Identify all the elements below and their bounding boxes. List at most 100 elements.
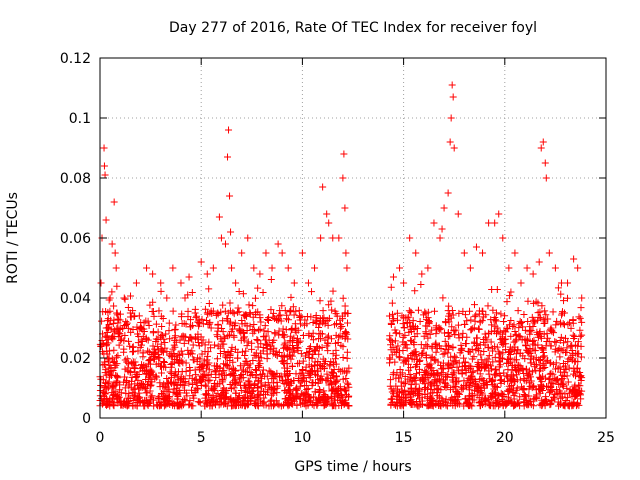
data-point bbox=[470, 396, 478, 404]
data-point bbox=[449, 93, 457, 101]
data-point bbox=[569, 316, 577, 324]
data-point bbox=[226, 320, 234, 328]
data-point bbox=[216, 364, 224, 372]
data-point bbox=[212, 366, 220, 374]
data-point bbox=[497, 339, 505, 347]
data-point bbox=[240, 328, 248, 336]
data-point bbox=[477, 351, 485, 359]
data-point bbox=[311, 388, 319, 396]
data-point bbox=[146, 356, 154, 364]
data-point bbox=[439, 359, 447, 367]
data-point bbox=[307, 313, 315, 321]
data-point bbox=[305, 361, 313, 369]
data-point bbox=[321, 357, 329, 365]
data-point bbox=[142, 334, 150, 342]
data-point bbox=[163, 375, 171, 383]
data-point bbox=[438, 225, 446, 233]
data-point bbox=[340, 150, 348, 158]
data-point bbox=[444, 316, 452, 324]
data-point bbox=[292, 393, 300, 401]
data-point bbox=[286, 351, 294, 359]
data-point bbox=[421, 308, 429, 316]
data-point bbox=[99, 361, 107, 369]
data-point bbox=[265, 314, 273, 322]
data-point bbox=[191, 388, 199, 396]
data-point bbox=[535, 313, 543, 321]
data-point bbox=[239, 290, 247, 298]
data-point bbox=[396, 347, 404, 355]
data-point bbox=[101, 390, 109, 398]
data-point bbox=[321, 390, 329, 398]
data-point bbox=[278, 302, 286, 310]
data-point bbox=[192, 314, 200, 322]
data-point bbox=[536, 308, 544, 316]
data-point bbox=[193, 312, 201, 320]
data-point bbox=[393, 316, 401, 324]
data-point bbox=[235, 392, 243, 400]
data-point bbox=[444, 189, 452, 197]
data-point bbox=[181, 381, 189, 389]
data-point bbox=[201, 341, 209, 349]
data-point bbox=[287, 332, 295, 340]
data-point bbox=[171, 326, 179, 334]
data-point bbox=[262, 401, 270, 409]
data-point bbox=[472, 346, 480, 354]
data-point bbox=[435, 393, 443, 401]
data-point bbox=[415, 358, 423, 366]
data-point bbox=[559, 347, 567, 355]
data-point bbox=[508, 362, 516, 370]
data-point bbox=[489, 347, 497, 355]
data-point bbox=[203, 270, 211, 278]
data-point bbox=[334, 338, 342, 346]
data-point bbox=[247, 369, 255, 377]
data-point bbox=[270, 374, 278, 382]
data-point bbox=[138, 363, 146, 371]
data-point bbox=[284, 402, 292, 410]
data-point bbox=[278, 249, 286, 257]
data-point bbox=[112, 379, 120, 387]
data-point bbox=[301, 382, 309, 390]
data-point bbox=[250, 387, 258, 395]
data-point bbox=[145, 321, 153, 329]
data-point bbox=[234, 395, 242, 403]
data-point bbox=[212, 392, 220, 400]
data-point bbox=[482, 311, 490, 319]
data-point bbox=[567, 342, 575, 350]
data-point bbox=[309, 318, 317, 326]
data-point bbox=[337, 321, 345, 329]
data-point bbox=[551, 391, 559, 399]
data-point bbox=[542, 174, 550, 182]
data-point bbox=[290, 311, 298, 319]
data-point bbox=[219, 317, 227, 325]
data-point bbox=[505, 264, 513, 272]
data-point bbox=[425, 378, 433, 386]
data-point bbox=[166, 351, 174, 359]
data-point bbox=[113, 309, 121, 317]
data-point bbox=[490, 385, 498, 393]
data-point bbox=[394, 342, 402, 350]
data-point bbox=[447, 114, 455, 122]
data-point bbox=[564, 320, 572, 328]
data-point bbox=[226, 370, 234, 378]
data-point bbox=[505, 385, 513, 393]
data-point bbox=[317, 234, 325, 242]
data-point bbox=[114, 352, 122, 360]
data-point bbox=[559, 381, 567, 389]
data-point bbox=[149, 308, 157, 316]
data-point bbox=[551, 264, 559, 272]
data-point bbox=[303, 377, 311, 385]
data-point bbox=[113, 377, 121, 385]
data-point bbox=[315, 350, 323, 358]
y-tick-label: 0.1 bbox=[69, 111, 91, 127]
data-point bbox=[449, 311, 457, 319]
data-point bbox=[470, 338, 478, 346]
data-point bbox=[220, 371, 228, 379]
data-point bbox=[556, 353, 564, 361]
data-point bbox=[297, 320, 305, 328]
data-point bbox=[235, 287, 243, 295]
data-point bbox=[452, 357, 460, 365]
data-point bbox=[248, 339, 256, 347]
data-point bbox=[553, 317, 561, 325]
data-point bbox=[249, 356, 257, 364]
data-point bbox=[251, 400, 259, 408]
